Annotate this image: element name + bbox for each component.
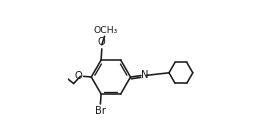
Text: O: O [98, 37, 106, 47]
Text: O: O [75, 71, 82, 81]
Text: Br: Br [95, 106, 106, 116]
Text: OCH₃: OCH₃ [93, 26, 117, 35]
Text: N: N [141, 70, 149, 80]
